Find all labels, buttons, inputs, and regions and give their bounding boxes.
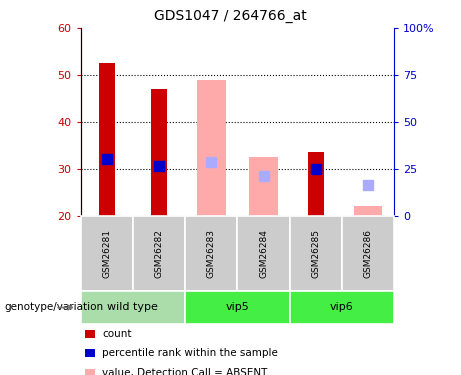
Text: GSM26284: GSM26284: [259, 229, 268, 278]
Point: [364, 182, 372, 188]
Bar: [151, 89, 167, 216]
Bar: [197, 80, 226, 216]
Text: vip5: vip5: [225, 303, 249, 312]
Text: GDS1047 / 264766_at: GDS1047 / 264766_at: [154, 9, 307, 23]
Text: percentile rank within the sample: percentile rank within the sample: [102, 348, 278, 358]
Text: vip6: vip6: [330, 303, 354, 312]
Text: GSM26282: GSM26282: [154, 229, 164, 278]
Text: count: count: [102, 329, 132, 339]
Text: GSM26281: GSM26281: [102, 229, 111, 278]
Point: [207, 159, 215, 165]
Text: genotype/variation: genotype/variation: [5, 303, 104, 312]
Text: GSM26285: GSM26285: [311, 229, 320, 278]
Text: value, Detection Call = ABSENT: value, Detection Call = ABSENT: [102, 368, 268, 375]
Bar: [249, 157, 278, 216]
Point: [312, 166, 319, 172]
Point: [260, 173, 267, 179]
Point: [103, 156, 111, 162]
Text: GSM26283: GSM26283: [207, 229, 216, 278]
Bar: [354, 206, 382, 216]
Bar: [99, 63, 115, 216]
Point: [155, 164, 163, 170]
Text: GSM26286: GSM26286: [364, 229, 372, 278]
Text: wild type: wild type: [107, 303, 159, 312]
Bar: [308, 152, 324, 216]
